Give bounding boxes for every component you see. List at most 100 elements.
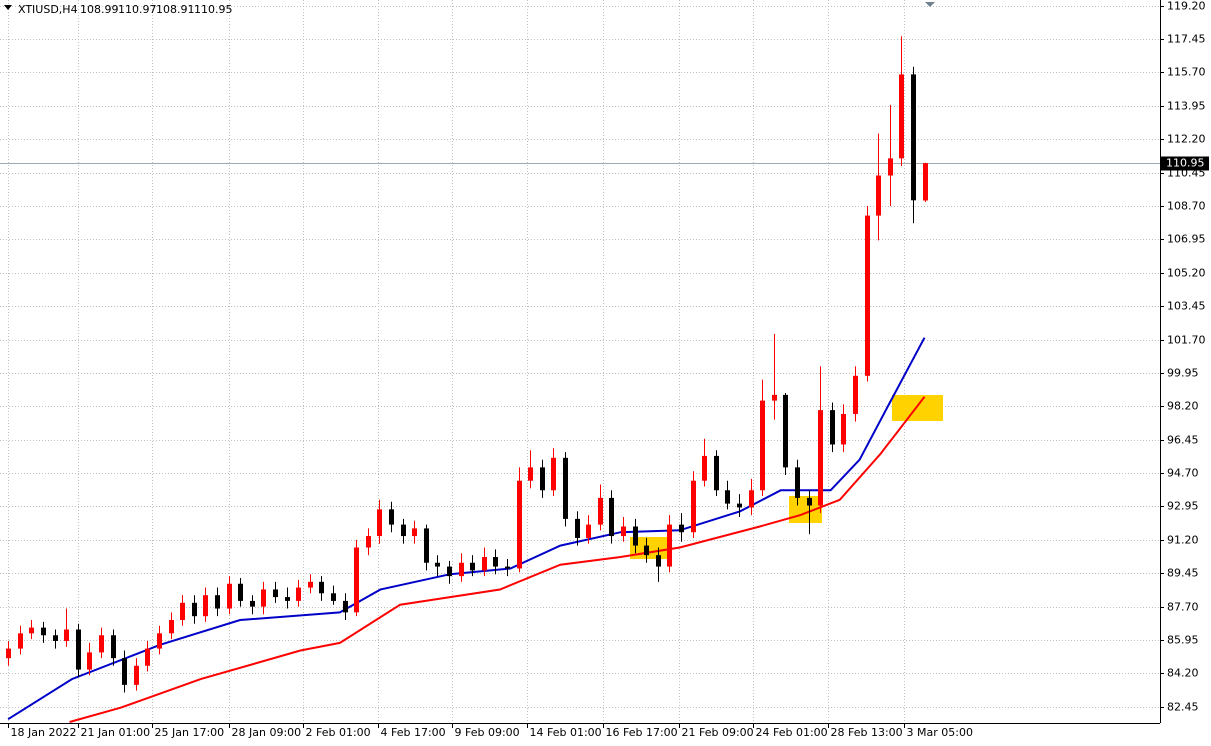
candle-body [888,158,893,176]
candle-body [343,600,348,613]
menu-arrow[interactable] [4,5,12,10]
candle-body [459,562,464,577]
y-tick-label: 103.45 [1167,300,1206,313]
candle-body [691,480,696,533]
candle-body [76,629,81,670]
x-tick-label: 14 Feb 01:00 [530,726,602,739]
y-tick-label: 91.20 [1167,534,1199,547]
candle-body [818,410,823,506]
candle-body [493,557,498,567]
candle-body [122,658,127,685]
y-tick-label: 89.45 [1167,567,1199,580]
candle-body [435,562,440,567]
candle-body [737,503,742,508]
candle-body [609,497,614,537]
candle-body [575,518,580,538]
candle-body [482,557,487,571]
x-tick-label: 3 Mar 05:00 [907,726,973,739]
candle-body [366,536,371,548]
candle-body [783,394,788,468]
candle-body [273,589,278,598]
candle-body [331,593,336,601]
candle-body [853,375,858,414]
moving-average [7,337,926,721]
candle-body [261,589,266,607]
x-tick-label: 2 Feb 01:00 [306,726,371,739]
candle-body [296,587,301,601]
candle-body [99,635,104,653]
x-tick-label: 21 Jan 01:00 [81,726,151,739]
candle-body [667,524,672,567]
y-tick-label: 92.95 [1167,500,1199,513]
y-tick-label: 106.95 [1167,233,1206,246]
candle-body [389,509,394,525]
candle-body [18,633,23,649]
candle-body [401,524,406,537]
plot [0,36,1160,723]
y-tick-label: 119.20 [1167,0,1206,13]
candle-body [215,595,220,609]
candle-body [111,635,116,659]
candle-body [354,547,359,613]
header-value: 108.99 [80,3,119,16]
candle-body [540,467,545,491]
y-tick-label: 108.70 [1167,200,1206,213]
candle-body [528,467,533,481]
x-tick-label: 24 Feb 01:00 [756,726,828,739]
candle-body [470,562,475,571]
candle-body [238,583,243,601]
candle-body [227,583,232,609]
y-tick-label: 101.70 [1167,334,1206,347]
y-tick-label: 115.70 [1167,66,1206,79]
candle-body [377,509,382,537]
y-tick-label: 85.95 [1167,634,1199,647]
candle-body [598,497,603,525]
price-label: 110.95 [1166,157,1205,170]
candle-body [6,648,11,659]
moving-average [69,396,926,723]
candle-body [53,635,58,641]
candle-body [621,526,626,537]
x-tick-label: 25 Jan 17:00 [155,726,225,739]
header-value: 110.97 [118,3,157,16]
x-tick-label: 28 Jan 09:00 [232,726,302,739]
candle-body [145,648,150,666]
y-tick-label: 113.95 [1167,100,1206,113]
candle-body [772,394,777,401]
price-label-bg [1161,156,1209,171]
x-tick-label: 21 Feb 09:00 [682,726,754,739]
y-tick-label: 82.45 [1167,701,1199,714]
candle-body [679,524,684,533]
candle-body [865,215,870,376]
candle-body [563,457,568,519]
candle-body [319,581,324,594]
candle-body [285,597,290,601]
candle-body [807,497,812,506]
y-tick-label: 99.95 [1167,367,1199,380]
candle-body [725,490,730,504]
shift-marker [925,2,935,7]
candle-body [911,74,916,201]
header-value: 108.91 [156,3,195,16]
candle-body [87,652,92,670]
candle-body [203,595,208,617]
x-tick-label: 4 Feb 17:00 [381,726,446,739]
candle-body [876,175,881,216]
highlight-box [892,395,943,421]
candle-body [169,619,174,634]
candle-body [64,629,69,641]
header-value: 110.95 [194,3,233,16]
candle-body [29,627,34,634]
x-tick-label: 16 Feb 17:00 [606,726,678,739]
candle-body [157,633,162,649]
candle-body [702,455,707,481]
candle-body [551,457,556,491]
candle-body [41,627,46,636]
y-tick-label: 117.45 [1167,33,1206,46]
symbol: XTIUSD,H4 [18,3,78,16]
candle-body [749,490,754,508]
candle-body [656,555,661,567]
candle-body [760,400,765,491]
candle-body [180,602,185,620]
